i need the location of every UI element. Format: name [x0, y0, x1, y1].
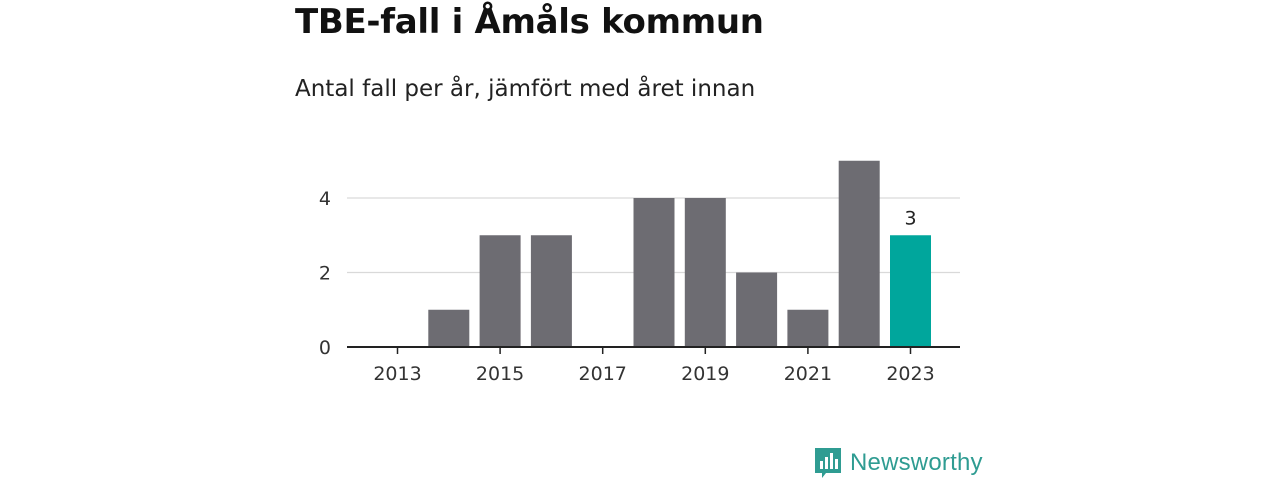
x-tick-label: 2023: [886, 363, 934, 385]
data-labels: 3: [904, 207, 916, 229]
bar-2019: [684, 198, 726, 347]
bar-2020: [736, 272, 778, 347]
x-axis: 2013 2015 2017 2019 2021 2023: [347, 346, 960, 385]
x-tick-label: 2015: [476, 363, 524, 385]
y-tick-label: 2: [319, 263, 331, 285]
x-tick-label: 2019: [681, 363, 729, 385]
bar-2021: [787, 309, 829, 347]
y-tick-label: 4: [319, 188, 331, 210]
chart-subtitle: Antal fall per år, jämfört med året inna…: [295, 76, 756, 102]
bars: [428, 160, 931, 347]
x-tick-label: 2017: [579, 363, 627, 385]
x-tick-label: 2021: [784, 363, 832, 385]
y-tick-label: 0: [319, 337, 331, 359]
y-axis-ticks: 0 2 4: [319, 188, 331, 359]
bar-2022: [838, 160, 880, 347]
bar-2018: [633, 198, 675, 347]
bar-2016: [530, 235, 572, 347]
data-label: 3: [904, 207, 916, 229]
brand-name: Newsworthy: [850, 449, 983, 476]
bar-chart: 0 2 4 3 2013 2015 2017 2019 2021 2023: [319, 160, 960, 385]
bar-2015: [479, 235, 521, 347]
chart-title: TBE-fall i Åmåls kommun: [295, 2, 764, 42]
bar-chart-speech-bubble-icon: [815, 448, 841, 478]
brand-logo[interactable]: Newsworthy: [814, 446, 983, 480]
bar-2023: [890, 235, 931, 347]
bar-2014: [428, 309, 470, 347]
x-tick-label: 2013: [373, 363, 421, 385]
